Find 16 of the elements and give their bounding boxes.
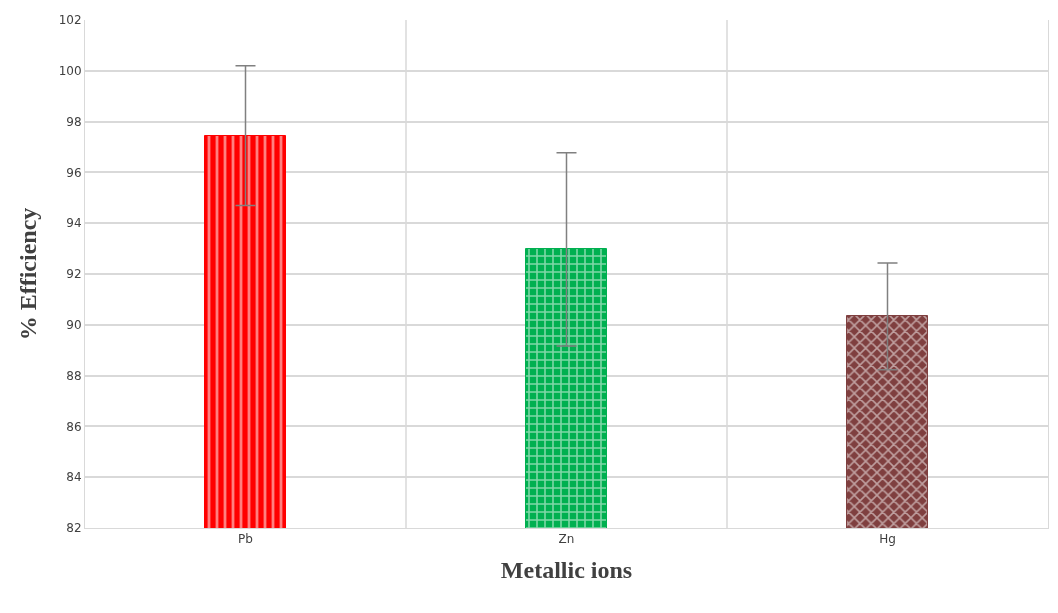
y-tick-label: 86 [66,419,82,434]
y-tick-label: 88 [66,368,82,383]
y-tick-label: 94 [66,216,82,231]
x-tick-label: Pb [238,532,253,547]
y-tick-label: 98 [66,114,82,129]
y-axis-title: % Efficiency [14,207,41,341]
x-axis-title: Metallic ions [500,556,633,583]
y-tick-label: 90 [66,318,82,332]
y-tick-label: 82 [66,521,82,536]
y-tick-label: 100 [58,64,82,78]
x-tick-label: Zn [558,532,575,547]
y-tick-label: 102 [58,13,82,28]
y-tick-label: 84 [66,470,82,485]
x-tick-label: Hg [879,532,896,547]
y-tick-label: 92 [66,267,82,282]
y-tick-label: 96 [66,165,82,180]
